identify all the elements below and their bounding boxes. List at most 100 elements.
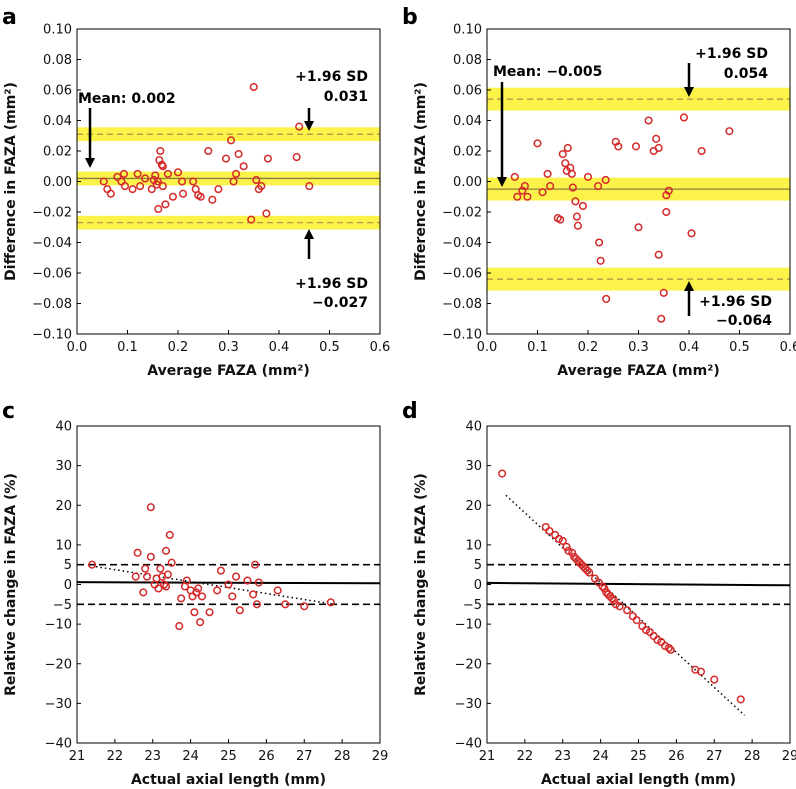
y-tick-label: 40: [55, 420, 72, 435]
y-tick-label: 5: [474, 558, 482, 573]
x-tick-label: 0.4: [269, 340, 290, 355]
x-tick-label: 23: [144, 749, 161, 764]
data-point: [213, 586, 222, 595]
y-tick-label: 10: [465, 538, 482, 553]
data-point: [292, 153, 301, 162]
data-point: [232, 169, 241, 178]
panel-label: c: [2, 399, 15, 424]
x-axis-label: Actual axial length (mm): [131, 772, 326, 788]
y-tick-label: −0.04: [32, 236, 72, 251]
y-tick-label: −0.10: [442, 328, 482, 343]
y-tick-label: 10: [55, 538, 72, 553]
data-point: [281, 600, 290, 609]
y-tick-label: −10: [455, 618, 482, 633]
data-point: [161, 200, 170, 209]
panel-label: a: [2, 5, 17, 30]
data-point: [188, 592, 197, 601]
y-tick-label: 0.04: [453, 114, 482, 129]
data-points: [99, 82, 314, 224]
data-point: [192, 588, 201, 597]
data-point: [136, 182, 145, 191]
data-point: [590, 574, 599, 583]
data-point: [295, 122, 304, 131]
data-point: [262, 209, 271, 218]
x-tick-label: 0.2: [578, 340, 599, 355]
y-axis-label: Relative change in FAZA (%): [413, 473, 429, 696]
mean-annotation: Mean: 0.002: [78, 91, 176, 107]
data-point: [249, 82, 258, 91]
data-point: [543, 169, 552, 178]
trend-line: [505, 494, 746, 716]
plot-frame: [76, 425, 381, 744]
data-point: [541, 522, 550, 532]
data-point: [119, 169, 129, 178]
data-point: [664, 186, 673, 195]
data-point: [662, 207, 671, 217]
lower-loa-annotation-value: −0.064: [716, 313, 772, 329]
y-tick-label: 0.10: [453, 23, 482, 38]
y-axis-label: Difference in FAZA (mm²): [3, 82, 19, 281]
y-tick-label: 0.08: [43, 53, 72, 68]
data-point: [221, 154, 231, 163]
x-tick-label: 0.3: [628, 340, 649, 355]
x-axis-label: Average FAZA (mm²): [557, 363, 719, 379]
y-tick-label: 0.04: [43, 114, 72, 129]
mean-line: [76, 581, 381, 585]
data-point: [664, 643, 673, 652]
data-point: [128, 185, 137, 194]
data-point: [160, 580, 169, 589]
x-tick-label: 24: [182, 749, 199, 764]
x-tick-label: 22: [107, 749, 124, 764]
data-point: [204, 146, 213, 156]
data-point: [226, 136, 236, 145]
data-point: [182, 576, 191, 585]
data-point: [666, 645, 675, 654]
data-point: [634, 223, 643, 232]
data-point: [208, 195, 217, 204]
upper-loa-arrow-head: [684, 87, 694, 97]
data-point: [133, 548, 142, 557]
x-tick-label: 0.4: [679, 340, 700, 355]
data-point: [141, 564, 150, 573]
x-tick-label: 22: [517, 749, 534, 764]
data-point: [583, 172, 593, 181]
panel-label: b: [402, 5, 418, 30]
data-point: [131, 572, 140, 581]
data-point: [88, 560, 97, 569]
data-point: [273, 586, 282, 595]
x-tick-label: 0.0: [477, 340, 498, 355]
y-tick-label: 40: [465, 420, 482, 435]
x-tick-label: 0.5: [319, 340, 340, 355]
chart-panel-d: d 21 22 23 24 25 26 27 28 29 −40 −30 −20 −10 −5 0 5 10 20 3…: [402, 399, 796, 788]
mean-arrow-head: [497, 177, 507, 187]
data-point: [654, 143, 663, 152]
x-tick-label: 21: [69, 749, 86, 764]
data-point: [247, 215, 256, 224]
data-point: [257, 182, 266, 191]
lower-loa-annotation-value: −0.027: [312, 295, 368, 311]
upper-loa-annotation-value: 0.031: [324, 89, 368, 105]
y-tick-label: 0.06: [453, 84, 482, 99]
data-points: [88, 503, 335, 631]
data-point: [558, 536, 567, 545]
y-tick-label: −5: [53, 598, 72, 613]
y-tick-label: 0.00: [453, 175, 482, 190]
data-point: [263, 154, 272, 163]
data-point: [224, 580, 233, 589]
data-point: [175, 622, 184, 631]
mean-line: [486, 581, 791, 587]
data-point: [156, 564, 165, 573]
data-point: [177, 594, 186, 603]
y-tick-label: −10: [45, 618, 72, 633]
y-tick-label: 0.02: [453, 145, 482, 160]
data-point: [659, 288, 668, 297]
x-tick-label: 0.1: [527, 340, 548, 355]
data-point: [533, 139, 542, 148]
data-point: [197, 592, 207, 601]
y-tick-label: 0.08: [453, 53, 482, 68]
x-tick-label: 0.3: [218, 340, 239, 355]
y-tick-label: −40: [455, 737, 482, 752]
lower-loa-annotation-label: +1.96 SD: [295, 276, 368, 292]
x-tick-label: 0.6: [370, 340, 391, 355]
